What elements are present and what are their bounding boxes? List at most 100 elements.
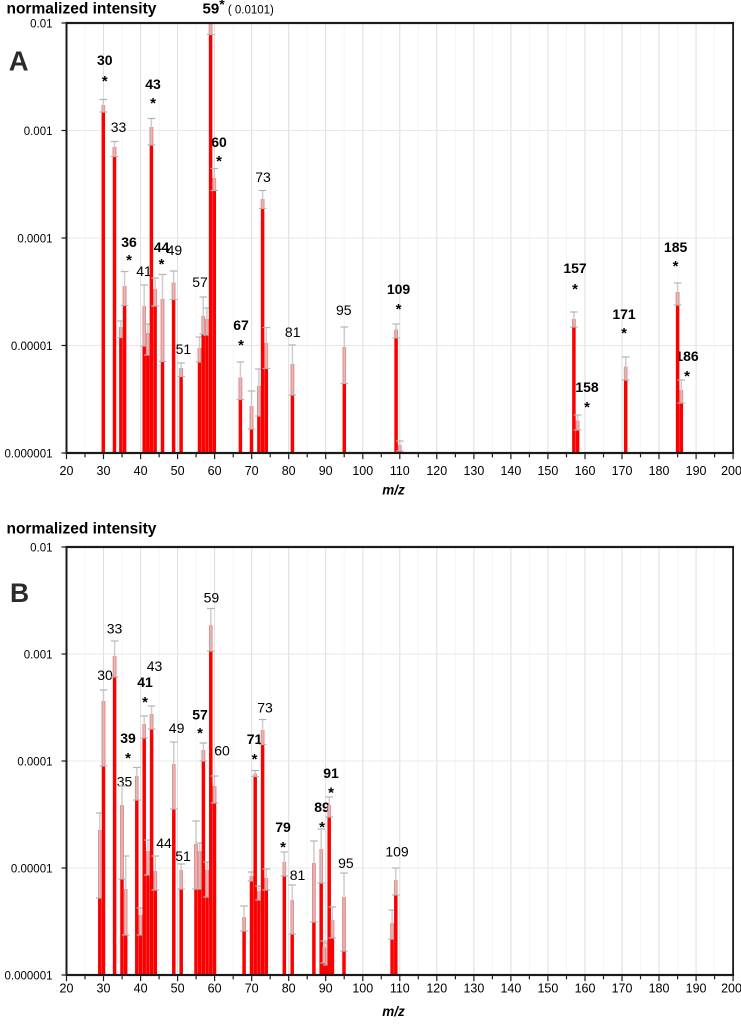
svg-text:*: * — [584, 399, 590, 416]
svg-text:160: 160 — [575, 464, 596, 478]
svg-text:*: * — [673, 258, 679, 275]
svg-text:81: 81 — [285, 324, 301, 340]
svg-text:140: 140 — [500, 982, 521, 996]
svg-text:0.001: 0.001 — [24, 649, 53, 661]
svg-text:*: * — [396, 301, 402, 318]
svg-text:*: * — [142, 694, 148, 711]
svg-text:*: * — [328, 785, 334, 802]
svg-text:95: 95 — [338, 855, 354, 871]
svg-text:170: 170 — [612, 464, 633, 478]
svg-text:*: * — [319, 819, 325, 836]
svg-text:70: 70 — [245, 464, 259, 478]
svg-text:71: 71 — [247, 731, 263, 747]
svg-text:m/z: m/z — [382, 483, 405, 498]
svg-text:normalized intensity: normalized intensity — [7, 521, 157, 538]
svg-text:0.00001: 0.00001 — [11, 341, 53, 353]
svg-text:*: * — [621, 325, 627, 342]
svg-text:73: 73 — [255, 169, 271, 185]
svg-text:67: 67 — [233, 317, 249, 333]
svg-text:200: 200 — [721, 982, 741, 996]
svg-text:*: * — [238, 337, 244, 354]
svg-text:80: 80 — [282, 982, 296, 996]
svg-text:100: 100 — [352, 982, 373, 996]
svg-text:81: 81 — [290, 867, 306, 883]
svg-text:44: 44 — [156, 835, 172, 851]
svg-text:30: 30 — [97, 667, 113, 683]
svg-text:109: 109 — [385, 844, 409, 860]
svg-text:150: 150 — [537, 464, 558, 478]
svg-text:*: * — [280, 839, 286, 856]
svg-text:57: 57 — [192, 707, 208, 723]
svg-text:120: 120 — [426, 464, 447, 478]
svg-text:36: 36 — [121, 234, 137, 250]
svg-text:30: 30 — [97, 464, 111, 478]
svg-text:43: 43 — [145, 76, 161, 92]
svg-text:110: 110 — [390, 464, 410, 478]
svg-text:*: * — [125, 750, 131, 767]
svg-text:40: 40 — [134, 982, 148, 996]
svg-text:m/z: m/z — [382, 1004, 405, 1019]
svg-text:50: 50 — [171, 464, 185, 478]
svg-text:49: 49 — [167, 242, 183, 258]
svg-text:*: * — [684, 368, 690, 385]
svg-text:39: 39 — [120, 730, 136, 746]
svg-text:*: * — [197, 725, 203, 742]
svg-text:140: 140 — [500, 464, 521, 478]
svg-text:185: 185 — [664, 239, 688, 255]
svg-text:157: 157 — [563, 260, 587, 276]
svg-text:0.000001: 0.000001 — [5, 970, 53, 982]
svg-text:*: * — [126, 252, 132, 269]
svg-text:33: 33 — [107, 621, 123, 637]
svg-text:90: 90 — [319, 464, 333, 478]
svg-text:41: 41 — [136, 263, 152, 279]
svg-text:160: 160 — [575, 982, 596, 996]
svg-text:89: 89 — [314, 799, 330, 815]
svg-text:91: 91 — [323, 765, 339, 781]
svg-text:180: 180 — [649, 982, 670, 996]
svg-text:30: 30 — [97, 982, 111, 996]
svg-text:0.000001: 0.000001 — [5, 448, 53, 460]
svg-text:41: 41 — [137, 674, 153, 690]
svg-text:158: 158 — [575, 379, 599, 395]
svg-text:109: 109 — [387, 281, 411, 297]
svg-text:50: 50 — [171, 982, 185, 996]
svg-text:0.01: 0.01 — [30, 542, 52, 554]
svg-text:40: 40 — [134, 464, 148, 478]
svg-text:*: * — [216, 153, 222, 170]
svg-text:110: 110 — [390, 982, 410, 996]
svg-text:A: A — [9, 46, 29, 77]
svg-text:80: 80 — [282, 464, 296, 478]
svg-text:180: 180 — [649, 464, 670, 478]
svg-text:0.0001: 0.0001 — [17, 756, 52, 768]
svg-text:190: 190 — [686, 464, 707, 478]
svg-text:59: 59 — [204, 589, 220, 605]
svg-text:*: * — [150, 95, 156, 112]
svg-text:70: 70 — [245, 982, 259, 996]
svg-text:73: 73 — [257, 700, 273, 716]
svg-text:170: 170 — [612, 982, 633, 996]
svg-text:normalized intensity: normalized intensity — [7, 1, 157, 18]
svg-text:43: 43 — [147, 658, 163, 674]
svg-text:20: 20 — [60, 982, 74, 996]
svg-text:44: 44 — [154, 239, 170, 255]
svg-text:*: * — [572, 281, 578, 298]
svg-text:60: 60 — [214, 743, 230, 759]
svg-text:130: 130 — [463, 464, 484, 478]
svg-text:120: 120 — [426, 982, 447, 996]
svg-text:33: 33 — [111, 119, 127, 135]
svg-text:95: 95 — [336, 302, 352, 318]
svg-text:130: 130 — [463, 982, 484, 996]
svg-text:0.01: 0.01 — [30, 18, 52, 30]
svg-text:*: * — [252, 751, 258, 768]
svg-text:190: 190 — [686, 982, 707, 996]
svg-text:30: 30 — [97, 52, 113, 68]
svg-text:B: B — [10, 578, 29, 608]
svg-text:60: 60 — [208, 982, 222, 996]
svg-text:35: 35 — [117, 774, 133, 790]
svg-text:60: 60 — [208, 464, 222, 478]
svg-text:79: 79 — [275, 819, 291, 835]
svg-text:90: 90 — [319, 982, 333, 996]
svg-text:57: 57 — [192, 274, 208, 290]
svg-text:51: 51 — [175, 848, 191, 864]
svg-text:*: * — [102, 73, 108, 90]
